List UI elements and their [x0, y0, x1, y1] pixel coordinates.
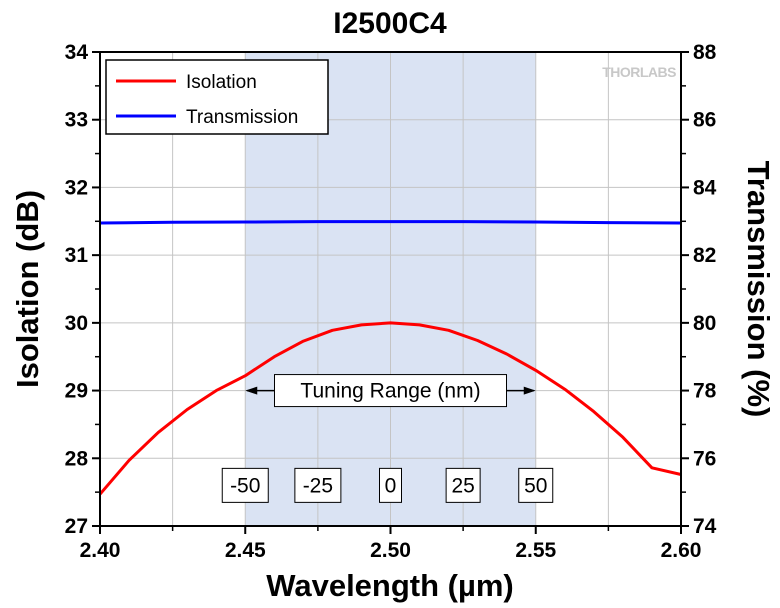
legend-box — [105, 59, 329, 135]
series-layer — [98, 220, 682, 496]
y-right-tick-label: 80 — [693, 312, 716, 335]
y-left-tick-label: 34 — [65, 41, 89, 64]
x-tick-label: 2.40 — [80, 539, 121, 562]
y-axis-right-title: Transmission (%) — [741, 161, 776, 418]
y-axis-left-title: Isolation (dB) — [10, 190, 45, 388]
y-right-tick-label: 86 — [693, 109, 716, 132]
x-axis-title: Wavelength (µm) — [266, 568, 514, 603]
arrowhead-left — [245, 386, 258, 395]
chart-title: I2500C4 — [333, 7, 447, 40]
y-left-tick-label: 28 — [65, 447, 89, 470]
x-tick-label: 2.60 — [661, 539, 702, 562]
y-left-tick-label: 31 — [65, 244, 89, 267]
legend-label-isolation: Isolation — [186, 72, 257, 93]
y-right-tick-label: 78 — [693, 380, 717, 403]
y-right-tick-label: 88 — [693, 41, 717, 64]
tuning-marker-box — [379, 467, 402, 503]
tuning-marker-label: -25 — [303, 474, 333, 497]
legend-label-transmission: Transmission — [186, 107, 298, 128]
y-left-tick-label: 33 — [65, 109, 88, 132]
series-line-transmission — [99, 220, 682, 225]
y-right-tick-label: 74 — [693, 515, 717, 538]
tuning-marker-label: 25 — [451, 474, 474, 497]
tuning-range-label-box — [274, 374, 507, 408]
x-tick-label: 2.55 — [515, 539, 556, 562]
arrowhead-right — [523, 386, 536, 395]
tuning-marker-label: 0 — [385, 474, 397, 497]
y-left-tick-label: 29 — [65, 380, 88, 403]
x-tick-label: 2.50 — [370, 539, 411, 562]
tuning-marker-box — [445, 467, 481, 503]
y-left-tick-label: 27 — [65, 515, 88, 538]
tuning-range-label: Tuning Range (nm) — [300, 380, 480, 403]
y-right-tick-label: 84 — [693, 176, 717, 199]
series-line-isolation — [98, 321, 682, 496]
legend: Isolation Transmission — [105, 59, 329, 135]
thorlabs-logo: THORLABS — [602, 64, 676, 80]
y-left-tick-label: 30 — [65, 312, 88, 335]
y-right-tick-label: 76 — [693, 447, 716, 470]
tuning-marker-box — [221, 467, 269, 503]
x-tick-label: 2.45 — [225, 539, 266, 562]
y-right-tick-label: 82 — [693, 244, 716, 267]
tuning-marker-label: -50 — [230, 474, 260, 497]
tuning-marker-box — [294, 467, 342, 503]
tuning-marker-label: 50 — [524, 474, 547, 497]
annotation-layer: Tuning Range (nm) -50 -25 0 25 50 — [221, 374, 554, 503]
tuning-marker-box — [518, 467, 554, 503]
y-left-tick-label: 32 — [65, 176, 88, 199]
tick-layer: 2.40 2.45 2.50 2.55 2.60 27 28 29 30 31 32 33 34 74 76… — [65, 41, 717, 562]
